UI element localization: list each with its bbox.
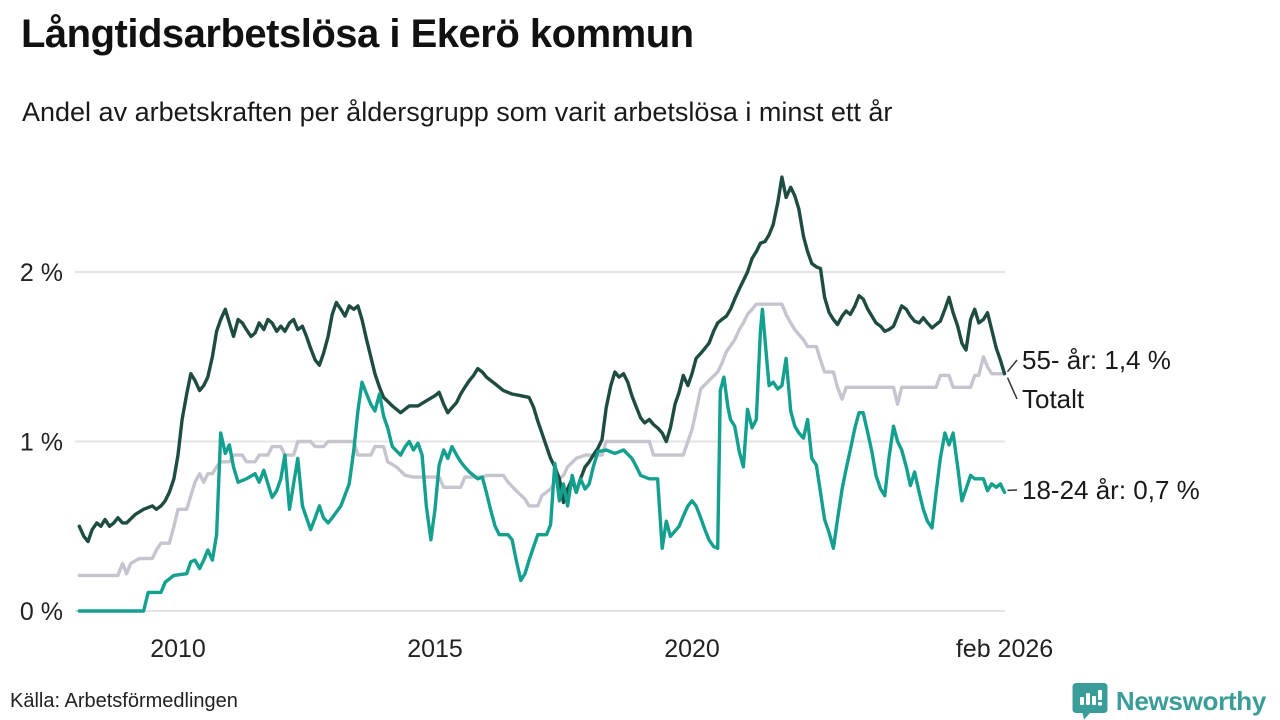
- y-axis-labels: 2 % 1 % 0 %: [20, 259, 63, 626]
- series-end-label: 55- år: 1,4 %: [1022, 345, 1171, 375]
- y-tick-label: 0 %: [20, 598, 63, 626]
- brand-name: Newsworthy: [1115, 685, 1266, 716]
- series-line-Totalt: [77, 302, 1007, 578]
- series-line-18-24 år: [77, 307, 1007, 613]
- page-subtitle: Andel av arbetskraften per åldersgrupp s…: [22, 97, 893, 127]
- annotation-connector: [1006, 377, 1018, 400]
- y-tick-label: 2 %: [20, 259, 63, 287]
- x-tick-label: 2015: [407, 635, 463, 663]
- gridlines: [75, 271, 1005, 612]
- x-tick-label: feb 2026: [956, 635, 1053, 663]
- newsworthy-logo-icon: [1072, 683, 1108, 720]
- series-end-annotations: 55- år: 1,4 % Totalt 18-24 år: 0,7 %: [1006, 345, 1200, 505]
- series-end-label: Totalt: [1022, 384, 1085, 414]
- y-tick-label: 1 %: [20, 429, 63, 457]
- series-end-label: 18-24 år: 0,7 %: [1022, 475, 1200, 505]
- annotation-connector: [1006, 359, 1018, 373]
- source-caption: Källa: Arbetsförmedlingen: [10, 690, 238, 712]
- x-axis-labels: 2010 2015 2020 feb 2026: [150, 635, 1053, 663]
- series-lines: [77, 175, 1007, 613]
- page-title: Långtidsarbetslösa i Ekerö kommun: [21, 12, 694, 56]
- x-tick-label: 2010: [150, 635, 206, 663]
- x-tick-label: 2020: [664, 635, 720, 663]
- brand-lockup: Newsworthy: [1072, 682, 1266, 720]
